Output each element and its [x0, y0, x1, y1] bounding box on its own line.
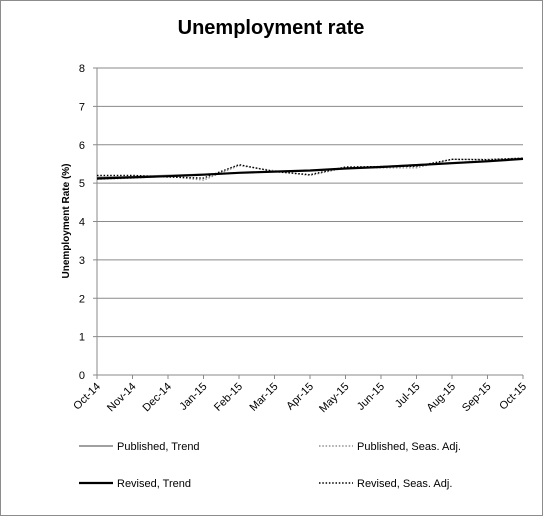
y-tick-label: 6: [79, 140, 85, 152]
series-line-4: [97, 157, 524, 179]
y-tick-label: 5: [79, 178, 85, 190]
x-tick-label: Oct-15: [497, 381, 529, 413]
y-axis-title: Unemployment Rate (%): [61, 163, 72, 278]
series-line-3: [96, 157, 524, 180]
x-tick-label: Aug-15: [425, 381, 459, 415]
y-tick-label: 7: [79, 101, 85, 113]
x-tick-label: May-15: [317, 381, 351, 415]
y-tick-label: 2: [79, 293, 85, 305]
series-lines: [96, 157, 524, 181]
x-tick-label: Jan-15: [177, 381, 209, 413]
legend: Published, Trend Published, Seas. Adj. Rev…: [79, 441, 461, 490]
x-tick-label: Nov-14: [105, 381, 139, 415]
x-tick-label: Jun-15: [355, 381, 387, 413]
x-tick-label: Oct-14: [71, 381, 103, 413]
y-tick-label: 3: [79, 255, 85, 267]
y-tick-label: 0: [79, 370, 85, 382]
gridlines: [97, 67, 523, 338]
x-tick-label: Dec-14: [141, 381, 175, 415]
x-tick-label: Feb-15: [212, 381, 245, 414]
x-tick-label: Sep-15: [460, 381, 494, 415]
x-tick-label: Jul-15: [393, 381, 423, 411]
y-tick-label: 4: [79, 217, 85, 229]
legend-label: Published, Seas. Adj.: [357, 441, 461, 453]
x-tick-label: Apr-15: [284, 381, 316, 413]
legend-label: Revised, Trend: [117, 478, 191, 490]
x-tick-label: Mar-15: [247, 381, 280, 414]
y-tick-labels: 0 1 2 3 4 5 6 7 8: [79, 63, 85, 382]
y-tick-label: 8: [79, 63, 85, 75]
y-tick-label: 1: [79, 332, 85, 344]
axes: [93, 67, 524, 379]
series-line-1: [96, 158, 524, 179]
legend-label: Published, Trend: [117, 441, 200, 453]
chart-title: Unemployment rate: [178, 17, 365, 39]
x-tick-labels: Oct-14 Nov-14 Dec-14 Jan-15 Feb-15 Mar-15 Apr-…: [71, 381, 529, 415]
legend-label: Revised, Seas. Adj.: [357, 478, 452, 490]
